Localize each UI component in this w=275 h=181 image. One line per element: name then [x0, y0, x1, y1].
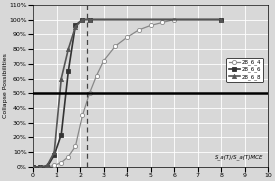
28_6_8	[45, 164, 49, 167]
28_6_4	[45, 166, 49, 168]
28_6_4	[173, 18, 176, 21]
28_6_4	[114, 45, 117, 47]
28_6_4	[53, 164, 56, 167]
28_6_4	[220, 18, 223, 21]
28_6_6	[88, 18, 91, 21]
28_6_6	[81, 18, 84, 21]
28_6_4	[60, 161, 63, 164]
28_6_4	[161, 21, 164, 24]
28_6_8	[39, 166, 42, 168]
28_6_8	[220, 18, 223, 21]
Legend: 28_6_4, 28_6_6, 28_6_8: 28_6_4, 28_6_6, 28_6_8	[227, 58, 263, 82]
28_6_8	[67, 48, 70, 50]
Y-axis label: Collapse Possibilities: Collapse Possibilities	[3, 53, 8, 118]
28_6_6	[220, 18, 223, 21]
28_6_4	[67, 155, 70, 158]
Line: 28_6_6: 28_6_6	[31, 17, 223, 169]
28_6_6	[31, 166, 35, 168]
Text: S_a(T)/S_a(T)MCE: S_a(T)/S_a(T)MCE	[215, 155, 264, 161]
28_6_8	[88, 18, 91, 21]
28_6_8	[81, 18, 84, 21]
Line: 28_6_4: 28_6_4	[31, 17, 223, 169]
28_6_8	[53, 151, 56, 153]
28_6_8	[74, 26, 77, 28]
28_6_6	[74, 24, 77, 26]
28_6_6	[53, 154, 56, 156]
28_6_4	[31, 166, 35, 168]
28_6_8	[31, 166, 35, 168]
28_6_8	[60, 77, 63, 80]
28_6_6	[39, 166, 42, 168]
28_6_4	[125, 36, 129, 38]
28_6_4	[88, 92, 91, 94]
28_6_4	[149, 24, 152, 26]
28_6_6	[60, 133, 63, 136]
28_6_6	[45, 166, 49, 168]
28_6_6	[67, 70, 70, 72]
Line: 28_6_8: 28_6_8	[31, 17, 223, 169]
28_6_4	[74, 145, 77, 147]
28_6_4	[95, 74, 98, 77]
28_6_4	[39, 166, 42, 168]
28_6_4	[137, 29, 141, 31]
28_6_4	[102, 60, 105, 62]
28_6_4	[81, 114, 84, 116]
